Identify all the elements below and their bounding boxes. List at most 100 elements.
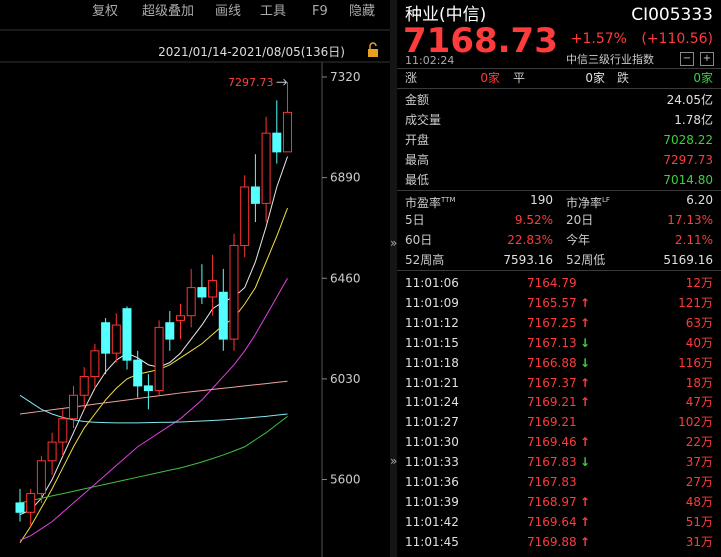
tick-direction: ↑ (580, 395, 591, 410)
tick-volume: 116万 (678, 355, 713, 370)
lock-shackle[interactable] (369, 42, 377, 49)
expand-arrow[interactable]: » (390, 454, 398, 468)
moving-average-line (19, 415, 288, 504)
toolbar-button[interactable]: 工具 (260, 4, 287, 19)
tick-direction: ↓ (580, 355, 591, 370)
high-annotation: 7297.73 (228, 76, 274, 89)
tick-direction: ↑ (580, 315, 591, 330)
tick-volume: 63万 (685, 315, 713, 330)
tick-time: 11:01:27 (405, 415, 459, 430)
toolbar-button[interactable]: F9 (312, 4, 328, 19)
zoom-in-button[interactable]: + (700, 52, 714, 66)
tick-price: 7168.97 (527, 494, 577, 509)
ratio-value: 6.20 (686, 193, 713, 207)
toolbar-button[interactable]: 画线 (215, 4, 242, 19)
panel-splitter (390, 0, 397, 557)
tick-time: 11:01:15 (405, 335, 459, 350)
candle-body (15, 502, 25, 513)
tick-price: 7167.83 (527, 455, 577, 470)
candle-body (101, 322, 111, 354)
tick-direction: ↑ (580, 494, 591, 509)
moving-average-line (19, 394, 288, 424)
breadth-label: 平 (513, 71, 526, 85)
zoom-out-button[interactable]: − (680, 52, 694, 66)
security-name: 种业(中信) (405, 5, 487, 25)
last-price: 7168.73 (403, 21, 558, 61)
y-tick-label: 7320 (330, 70, 361, 84)
candle-body (283, 111, 292, 153)
tick-time: 11:01:18 (405, 355, 459, 370)
tick-volume: 27万 (685, 475, 713, 489)
candle-body (165, 322, 175, 340)
tick-price: 7169.88 (527, 534, 577, 549)
candle-body (272, 132, 282, 153)
ratio-label-suffix: TTM (441, 196, 456, 204)
candle-body (69, 394, 78, 420)
kline-chart: 2021/01/14-2021/08/05(136日) 5600 6030 6460… (0, 29, 392, 557)
lock-icon[interactable] (368, 42, 378, 57)
moving-average-line (19, 278, 288, 541)
tick-volume: 47万 (685, 395, 713, 410)
tick-volume: 18万 (685, 375, 713, 390)
divider (397, 88, 721, 89)
change: (+110.56) (641, 31, 713, 47)
toolbar-button[interactable]: 隐藏 (349, 4, 376, 19)
tick-volume: 40万 (685, 335, 713, 350)
tick-volume: 121万 (678, 295, 713, 310)
stat-value: 24.05亿 (666, 93, 713, 107)
tick-time: 11:01:24 (405, 395, 459, 410)
change-pct: +1.57% (570, 31, 627, 47)
divider (397, 190, 721, 191)
tick-price: 7169.21 (527, 415, 577, 430)
candle-body (36, 460, 46, 495)
lock-body[interactable] (368, 49, 378, 57)
tick-volume: 12万 (685, 276, 713, 290)
tick-volume: 102万 (678, 415, 713, 430)
candle-body (111, 324, 121, 354)
candle-body (208, 280, 218, 298)
breadth-label: 涨 (405, 71, 418, 85)
tick-time: 11:01:21 (405, 375, 459, 390)
stat-label: 最低 (405, 173, 430, 187)
tick-direction: ↓ (580, 455, 591, 470)
ratio-label-suffix: LF (602, 196, 610, 204)
tick-price: 7165.57 (527, 295, 577, 310)
tick-time: 11:01:06 (405, 276, 459, 290)
ratio-label: 60日 (405, 233, 433, 247)
tick-time: 11:01:39 (405, 494, 459, 509)
tick-price: 7167.25 (527, 315, 577, 330)
tick-time: 11:01:45 (405, 534, 459, 549)
tick-time: 11:01:09 (405, 295, 459, 310)
candle-body (240, 186, 250, 246)
y-tick-label: 6460 (330, 271, 361, 285)
tick-price: 7167.83 (527, 475, 577, 489)
ratio-value: 190 (530, 193, 553, 207)
stat-value: 7028.22 (663, 133, 713, 147)
tick-time: 11:01:33 (405, 455, 459, 470)
stat-label: 金额 (405, 93, 430, 107)
tick-time: 11:01:30 (405, 435, 459, 450)
stat-label: 开盘 (405, 133, 430, 147)
stat-label: 最高 (405, 153, 430, 167)
ratio-value: 7593.16 (503, 253, 553, 267)
candle-body (26, 493, 36, 513)
ratio-label: 今年 (566, 233, 591, 247)
toolbar-button[interactable]: 复权 (92, 4, 119, 19)
expand-arrow[interactable]: » (390, 236, 398, 250)
breadth-value: 0家 (693, 71, 713, 85)
candle-body (176, 315, 185, 321)
moving-average-line (19, 207, 288, 543)
candle-body (197, 287, 207, 298)
moving-average-line (19, 156, 288, 516)
divider (397, 270, 721, 271)
candle-body (154, 326, 164, 392)
tick-price: 7169.46 (527, 435, 577, 450)
ratio-label: 52周低 (566, 253, 606, 267)
toolbar-button[interactable]: 超级叠加 (142, 4, 195, 19)
ratio-label: 52周高 (405, 253, 445, 267)
ratio-label: 市净率LF (566, 196, 610, 210)
breadth-value: 0家 (480, 71, 500, 85)
tick-direction: ↑ (580, 534, 591, 549)
tick-time: 11:01:36 (405, 475, 459, 489)
